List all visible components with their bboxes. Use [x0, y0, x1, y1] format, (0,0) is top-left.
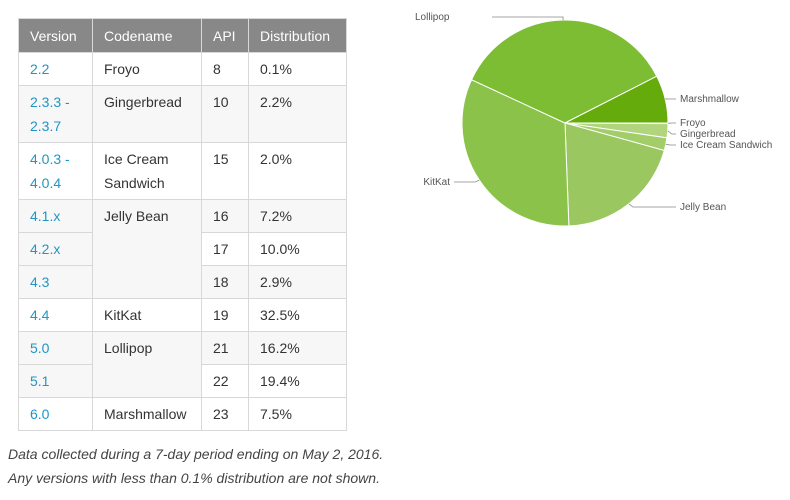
version-link[interactable]: 4.4 [30, 307, 50, 323]
api-cell: 17 [201, 232, 249, 266]
distribution-cell: 7.5% [248, 397, 347, 431]
codename-cell: KitKat [92, 298, 202, 332]
codename-cell: Gingerbread [92, 85, 202, 143]
header-api: API [201, 18, 249, 53]
codename-cell: Lollipop [92, 331, 202, 398]
table-row: 4.3 18 2.9% [18, 265, 347, 299]
version-cell[interactable]: 5.0 [18, 331, 93, 365]
version-cell[interactable]: 2.3.3 - 2.3.7 [18, 85, 93, 143]
footnote-date: Data collected during a 7-day period end… [8, 446, 384, 462]
table-row: 2.3.3 - 2.3.7 Gingerbread 10 2.2% [18, 85, 347, 143]
version-link[interactable]: 4.0.3 - 4.0.4 [30, 151, 70, 191]
api-cell: 19 [201, 298, 249, 332]
codename-cell: Jelly Bean [92, 199, 202, 299]
version-link[interactable]: 5.1 [30, 373, 50, 389]
leader-line-gingerbread [667, 130, 676, 135]
table-row: 2.2 Froyo 8 0.1% [18, 52, 347, 86]
footnote-threshold: Any versions with less than 0.1% distrib… [8, 469, 380, 486]
pie-label-gingerbread: Gingerbread [680, 129, 736, 140]
version-cell[interactable]: 4.2.x [18, 232, 93, 266]
distribution-cell: 10.0% [248, 232, 347, 266]
version-link[interactable]: 5.0 [30, 340, 50, 356]
version-link[interactable]: 2.3.3 - 2.3.7 [30, 94, 70, 134]
version-cell[interactable]: 4.1.x [18, 199, 93, 233]
pie-label-lollipop: Lollipop [415, 12, 450, 23]
table-row: 4.1.x Jelly Bean 16 7.2% [18, 199, 347, 299]
table-row: 5.0 Lollipop 21 16.2% [18, 331, 347, 398]
api-cell: 21 [201, 331, 249, 365]
distribution-cell: 2.9% [248, 265, 347, 299]
pie-label-marshmallow: Marshmallow [680, 94, 740, 105]
distribution-cell: 16.2% [248, 331, 347, 365]
codename-cell: Froyo [92, 52, 202, 86]
distribution-cell: 2.0% [248, 142, 347, 200]
footnotes: Data collected during a 7-day period end… [8, 443, 383, 490]
distribution-cell: 7.2% [248, 199, 347, 233]
pie-label-froyo: Froyo [680, 118, 706, 129]
leader-line-kitkat [454, 179, 480, 183]
leader-line-jelly-bean [628, 203, 676, 208]
codename-cell: Ice Cream Sandwich [92, 142, 202, 200]
distribution-cell: 0.1% [248, 52, 347, 86]
version-cell[interactable]: 4.4 [18, 298, 93, 332]
distribution-cell: 19.4% [248, 364, 347, 398]
api-cell: 22 [201, 364, 249, 398]
version-cell[interactable]: 6.0 [18, 397, 93, 431]
api-cell: 23 [201, 397, 249, 431]
table-row: 4.0.3 - 4.0.4 Ice Cream Sandwich 15 2.0% [18, 142, 347, 200]
header-codename: Codename [92, 18, 202, 53]
leader-line-ice-cream-sandwich [665, 143, 676, 146]
version-cell[interactable]: 4.3 [18, 265, 93, 299]
table-header-row: Version Codename API Distribution [18, 18, 347, 53]
header-distribution: Distribution [248, 18, 347, 53]
version-link[interactable]: 4.1.x [30, 208, 61, 224]
api-cell: 18 [201, 265, 249, 299]
version-cell[interactable]: 5.1 [18, 364, 93, 398]
pie-label-jelly-bean: Jelly Bean [680, 202, 726, 213]
pie-slice-kitkat [461, 79, 570, 227]
header-version: Version [18, 18, 93, 53]
distribution-cell: 32.5% [248, 298, 347, 332]
distribution-cell: 2.2% [248, 85, 347, 143]
codename-cell: Marshmallow [92, 397, 202, 431]
version-link[interactable]: 4.3 [30, 274, 50, 290]
version-link[interactable]: 2.2 [30, 61, 50, 77]
api-cell: 8 [201, 52, 249, 86]
version-cell[interactable]: 4.0.3 - 4.0.4 [18, 142, 93, 200]
table-row: 4.2.x 17 10.0% [18, 232, 347, 266]
table-row: 6.0 Marshmallow 23 7.5% [18, 397, 347, 431]
version-cell[interactable]: 2.2 [18, 52, 93, 86]
api-cell: 15 [201, 142, 249, 200]
version-link[interactable]: 6.0 [30, 406, 50, 422]
pie-label-kitkat: KitKat [423, 177, 450, 188]
api-cell: 10 [201, 85, 249, 143]
version-link[interactable]: 4.2.x [30, 241, 61, 257]
leader-line-lollipop [492, 16, 564, 21]
pie-label-ice-cream-sandwich: Ice Cream Sandwich [680, 140, 772, 151]
table-row: 5.1 22 19.4% [18, 364, 347, 398]
table-row: 4.4 KitKat 19 32.5% [18, 298, 347, 332]
distribution-table: Version Codename API Distribution 2.2 Fr… [18, 18, 347, 431]
api-cell: 16 [201, 199, 249, 233]
